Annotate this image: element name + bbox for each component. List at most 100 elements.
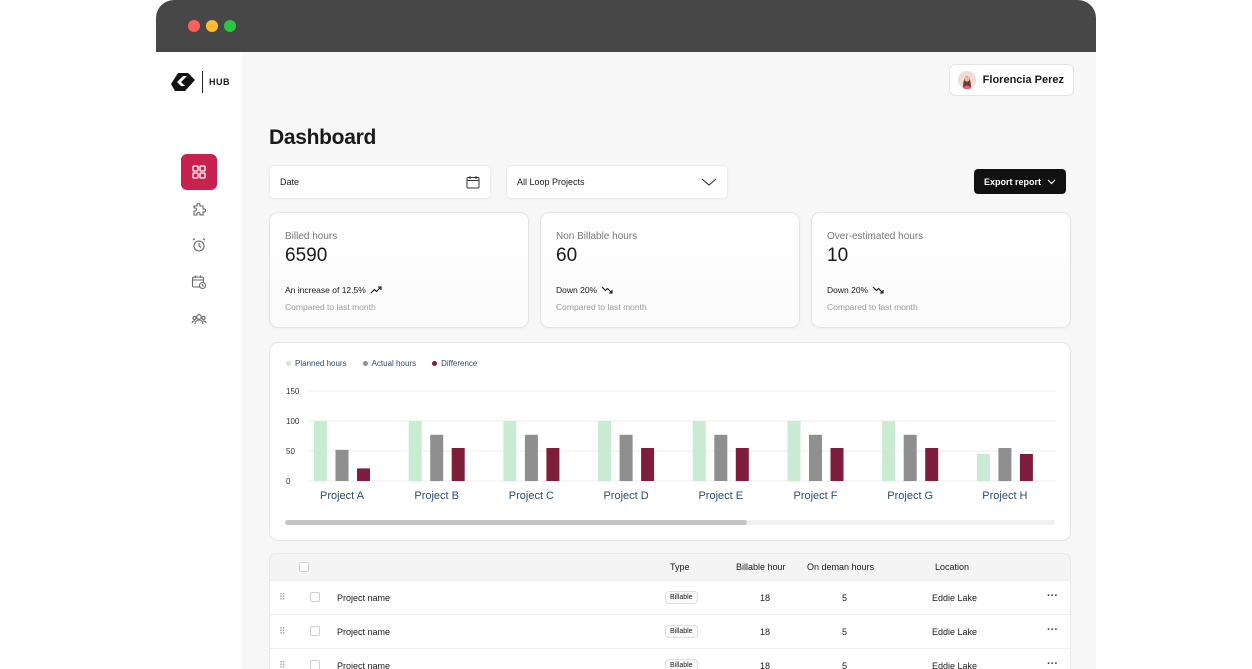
bar-planned-hours[interactable] (692, 421, 706, 481)
x-tick-label: Project F (793, 490, 837, 502)
chevron-down-icon (1047, 179, 1056, 184)
bar-difference[interactable] (546, 448, 560, 481)
app-window: HUB (156, 0, 1096, 669)
bar-chart: 0 50 100 150 Project A Project B Project C Proj… (286, 387, 1056, 502)
legend-item-actual: Actual hours (362, 359, 417, 368)
drag-handle-icon[interactable]: ⠿ (279, 660, 286, 669)
bar-actual-hours[interactable] (903, 434, 917, 481)
stat-trend-text: Down 20% (827, 285, 869, 295)
nav-schedule[interactable] (181, 264, 217, 300)
nav-integrations[interactable] (181, 191, 217, 227)
date-picker[interactable]: Date (269, 165, 491, 199)
x-tick-label: Project B (414, 490, 459, 502)
table-row[interactable]: ⠿ Project name Billable 18 5 Eddie Lake ··· (270, 648, 1070, 669)
select-all-checkbox[interactable] (299, 562, 309, 572)
bar-actual-hours[interactable] (998, 448, 1012, 481)
stat-trend: Down 20% (827, 285, 884, 295)
maximize-window-button[interactable] (224, 20, 236, 32)
bar-difference[interactable] (735, 448, 749, 481)
bar-actual-hours[interactable] (809, 434, 822, 481)
drag-handle-icon[interactable]: ⠿ (279, 592, 286, 602)
trend-down-icon (601, 286, 613, 294)
stat-trend: An increase of 12.5% (285, 285, 382, 295)
bar-planned-hours[interactable] (882, 421, 896, 481)
x-tick-label: Project D (603, 490, 648, 502)
stat-trend: Down 20% (556, 285, 613, 295)
export-report-button[interactable]: Export report (974, 169, 1066, 194)
trend-up-icon (370, 286, 382, 294)
ondemand-hours-cell: 5 (842, 627, 848, 637)
y-tick-label: 0 (286, 477, 291, 486)
type-badge: Billable (665, 591, 698, 604)
sidebar: HUB (156, 52, 242, 669)
stat-value: 60 (556, 245, 578, 266)
bar-planned-hours[interactable] (503, 421, 517, 481)
bar-actual-hours[interactable] (335, 449, 349, 481)
bar-planned-hours[interactable] (976, 454, 990, 481)
date-picker-label: Date (280, 177, 300, 187)
main-content: Florencia Perez Dashboard Date All Loop … (242, 52, 1096, 669)
row-more-icon[interactable]: ··· (1047, 658, 1058, 669)
stat-compare: Compared to last month (556, 302, 647, 312)
table-header: Type Billable hour On deman hours Locati… (270, 554, 1070, 580)
bar-difference[interactable] (451, 448, 465, 481)
drag-handle-icon[interactable]: ⠿ (279, 626, 286, 636)
bar-planned-hours[interactable] (787, 421, 801, 481)
project-select[interactable]: All Loop Projects (506, 165, 728, 199)
bar-actual-hours[interactable] (524, 434, 538, 481)
billable-hours-cell: 18 (760, 627, 771, 637)
column-header-ondemand[interactable]: On deman hours (807, 562, 875, 572)
x-tick-label: Project E (698, 490, 743, 502)
row-checkbox[interactable] (310, 592, 320, 602)
column-header-billable[interactable]: Billable hour (736, 562, 786, 572)
calendar-icon (466, 176, 480, 189)
row-checkbox[interactable] (310, 626, 320, 636)
calendar-clock-icon (191, 275, 207, 290)
column-header-location[interactable]: Location (935, 562, 970, 572)
location-cell: Eddie Lake (932, 627, 978, 637)
legend-item-difference: Difference (432, 359, 477, 368)
bar-difference[interactable] (830, 448, 844, 481)
logo-mark-icon (171, 73, 195, 91)
row-more-icon[interactable]: ··· (1047, 590, 1058, 602)
stat-trend-text: An increase of 12.5% (285, 285, 366, 295)
avatar (957, 71, 976, 89)
close-window-button[interactable] (188, 20, 200, 32)
bar-planned-hours[interactable] (598, 421, 612, 481)
chart-scrollbar-thumb[interactable] (285, 520, 747, 525)
bar-actual-hours[interactable] (714, 434, 728, 481)
type-badge: Billable (665, 659, 698, 669)
puzzle-icon (193, 203, 206, 216)
alarm-clock-icon (192, 238, 206, 252)
legend-label: Actual hours (371, 359, 417, 368)
table-row[interactable]: ⠿ Project name Billable 18 5 Eddie Lake ··· (270, 614, 1070, 648)
bar-actual-hours[interactable] (619, 434, 633, 481)
app-logo[interactable]: HUB (170, 70, 230, 94)
legend-label: Difference (441, 359, 478, 368)
legend-dot (362, 361, 368, 366)
nav-dashboard[interactable] (181, 154, 217, 190)
bar-planned-hours[interactable] (314, 421, 327, 481)
stat-compare: Compared to last month (285, 302, 376, 312)
bar-difference[interactable] (357, 468, 370, 481)
chart-scrollbar[interactable] (285, 520, 1055, 525)
nav-alarms[interactable] (181, 227, 217, 263)
export-report-label: Export report (983, 176, 1041, 187)
table-row[interactable]: ⠿ Project name Billable 18 5 Eddie Lake ··· (270, 580, 1070, 614)
row-more-icon[interactable]: ··· (1047, 624, 1058, 636)
billable-hours-cell: 18 (760, 593, 771, 603)
location-cell: Eddie Lake (932, 593, 978, 603)
projects-table: Type Billable hour On deman hours Locati… (269, 553, 1071, 669)
user-menu[interactable]: Florencia Perez (948, 64, 1074, 96)
bar-planned-hours[interactable] (408, 421, 422, 481)
bar-difference[interactable] (925, 448, 939, 481)
column-header-type[interactable]: Type (670, 562, 690, 572)
nav-team[interactable] (181, 301, 217, 337)
bar-difference[interactable] (1019, 454, 1033, 481)
bar-actual-hours[interactable] (430, 434, 444, 481)
minimize-window-button[interactable] (206, 20, 218, 32)
stat-label: Over-estimated hours (827, 231, 924, 242)
row-checkbox[interactable] (310, 660, 320, 669)
x-tick-label: Project A (320, 490, 365, 502)
bar-difference[interactable] (641, 448, 655, 481)
